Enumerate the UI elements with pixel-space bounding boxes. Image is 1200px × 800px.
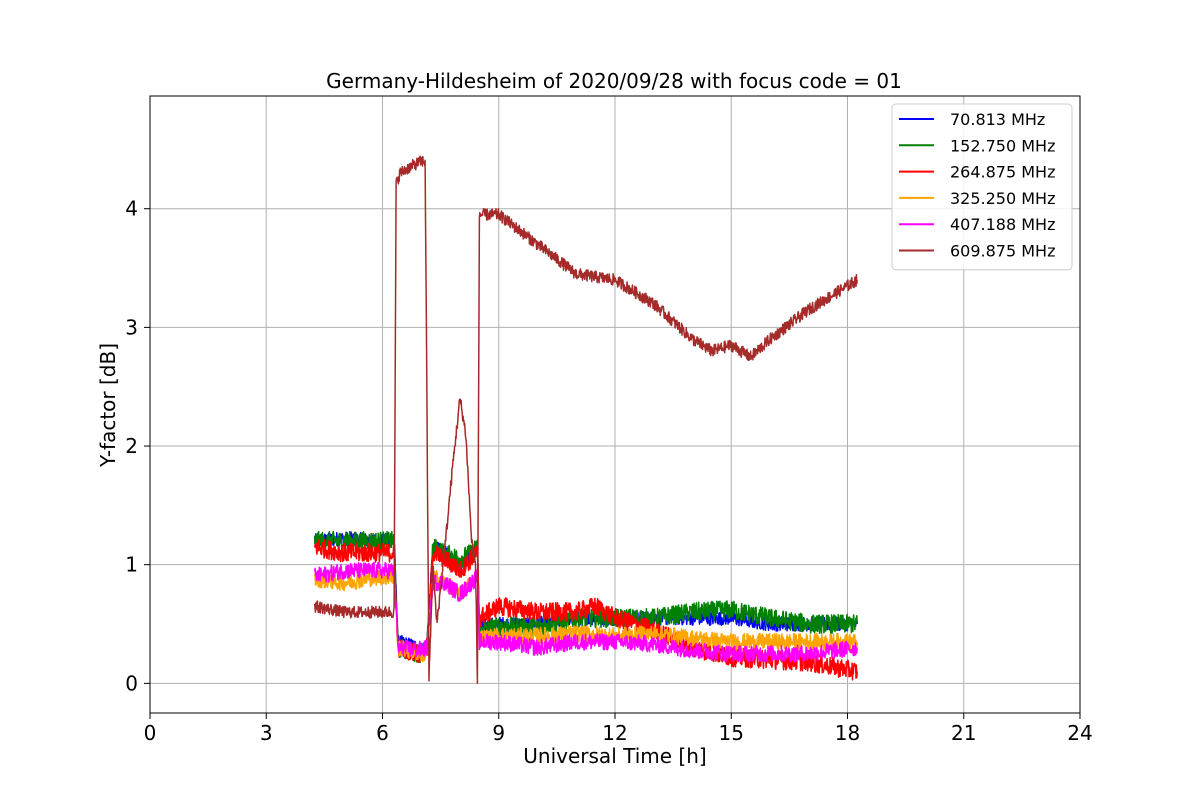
series-layer	[313, 155, 858, 684]
x-tick-label: 9	[492, 721, 505, 745]
x-tick-label: 12	[602, 721, 627, 745]
y-tick-label: 0	[125, 671, 138, 695]
series-line-5	[313, 155, 858, 684]
y-tick-label: 1	[125, 553, 138, 577]
x-axis-label: Universal Time [h]	[523, 744, 706, 768]
legend: 70.813 MHz 152.750 MHz 264.875 MHz 325.250 …	[891, 103, 1073, 271]
x-tick-label: 3	[260, 721, 273, 745]
x-tick-label: 6	[376, 721, 389, 745]
x-tick-label: 15	[719, 721, 744, 745]
chart-title: Germany-Hildesheim of 2020/09/28 with fo…	[326, 69, 902, 93]
series-line-4	[313, 561, 858, 663]
y-axis-label: Y-factor [dB]	[96, 343, 120, 468]
legend-box	[891, 103, 1073, 271]
legend-label: 152.750 MHz	[950, 136, 1055, 155]
legend-label: 70.813 MHz	[950, 110, 1045, 129]
legend-label: 325.250 MHz	[950, 189, 1055, 208]
y-tick-label: 3	[125, 315, 138, 339]
x-tick-label: 24	[1067, 721, 1092, 745]
legend-label: 609.875 MHz	[950, 242, 1055, 261]
y-tick-label: 4	[125, 197, 138, 221]
legend-label: 264.875 MHz	[950, 163, 1055, 182]
legend-label: 407.188 MHz	[950, 215, 1055, 234]
x-tick-label: 0	[144, 721, 157, 745]
x-tick-label: 18	[835, 721, 860, 745]
y-tick-label: 2	[125, 434, 138, 458]
x-tick-label: 21	[951, 721, 976, 745]
